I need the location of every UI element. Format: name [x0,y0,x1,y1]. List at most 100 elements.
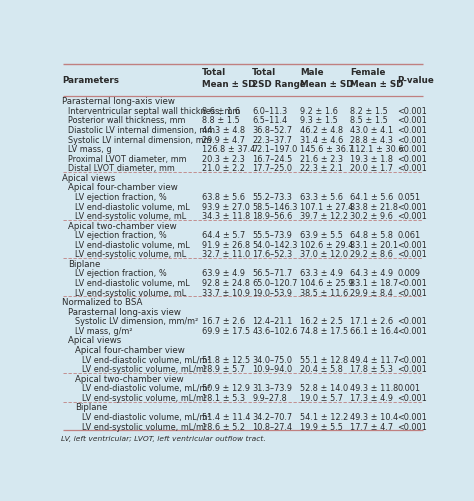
Text: <0.001: <0.001 [398,279,428,288]
Text: Male: Male [300,68,323,77]
Text: LV end-systolic volume, mL: LV end-systolic volume, mL [75,212,186,220]
Text: 29.2 ± 8.6: 29.2 ± 8.6 [350,250,392,259]
Text: 58.5–146.3: 58.5–146.3 [252,202,298,211]
Text: <0.001: <0.001 [398,355,428,364]
Text: 31.4 ± 4.6: 31.4 ± 4.6 [300,135,343,144]
Text: 72.1–197.0: 72.1–197.0 [252,145,297,154]
Text: 74.8 ± 17.5: 74.8 ± 17.5 [300,326,348,335]
Text: Mean ± SD: Mean ± SD [350,80,403,89]
Text: 34.0–75.0: 34.0–75.0 [252,355,292,364]
Text: LV mass, g/m²: LV mass, g/m² [75,326,133,335]
Text: <0.001: <0.001 [398,107,428,116]
Text: 49.3 ± 11.8: 49.3 ± 11.8 [350,383,398,392]
Text: Normalized to BSA: Normalized to BSA [62,298,142,307]
Text: 18.6 ± 5.2: 18.6 ± 5.2 [202,422,245,431]
Text: 29.9 ± 4.7: 29.9 ± 4.7 [202,135,245,144]
Text: 63.8 ± 5.6: 63.8 ± 5.6 [202,192,245,201]
Text: 49.4 ± 11.7: 49.4 ± 11.7 [350,355,398,364]
Text: LV end-systolic volume, mL/m²: LV end-systolic volume, mL/m² [82,422,207,431]
Text: 83.1 ± 20.1: 83.1 ± 20.1 [350,240,398,249]
Text: 6.5–11.4: 6.5–11.4 [252,116,287,125]
Text: <0.001: <0.001 [398,116,428,125]
Text: Total: Total [202,68,226,77]
Text: 38.5 ± 11.6: 38.5 ± 11.6 [300,288,348,297]
Text: Distal LVOT diameter, mm: Distal LVOT diameter, mm [68,164,175,173]
Text: 8.5 ± 1.5: 8.5 ± 1.5 [350,116,388,125]
Text: <0.001: <0.001 [398,135,428,144]
Text: Diastolic LV internal dimension, mm: Diastolic LV internal dimension, mm [68,126,216,135]
Text: 0.061: 0.061 [398,231,421,240]
Text: LV end-diastolic volume, mL: LV end-diastolic volume, mL [75,202,190,211]
Text: 55.1 ± 12.8: 55.1 ± 12.8 [300,355,348,364]
Text: 18.9 ± 5.7: 18.9 ± 5.7 [202,364,245,373]
Text: 12.4–21.1: 12.4–21.1 [252,317,292,326]
Text: 54.1 ± 12.2: 54.1 ± 12.2 [300,412,348,421]
Text: 33.7 ± 10.9: 33.7 ± 10.9 [202,288,250,297]
Text: <0.001: <0.001 [398,326,428,335]
Text: 50.9 ± 12.9: 50.9 ± 12.9 [202,383,250,392]
Text: 28.8 ± 4.3: 28.8 ± 4.3 [350,135,392,144]
Text: 93.9 ± 27.0: 93.9 ± 27.0 [202,202,250,211]
Text: 69.9 ± 17.5: 69.9 ± 17.5 [202,326,250,335]
Text: 6.0–11.3: 6.0–11.3 [252,107,287,116]
Text: 0.009: 0.009 [398,269,420,278]
Text: 64.3 ± 4.9: 64.3 ± 4.9 [350,269,393,278]
Text: LV, left ventricular; LVOT, left ventricular outflow tract.: LV, left ventricular; LVOT, left ventric… [61,435,266,441]
Text: 16.7–24.5: 16.7–24.5 [252,154,292,163]
Text: Apical views: Apical views [62,173,115,182]
Text: LV end-systolic volume, mL: LV end-systolic volume, mL [75,250,186,259]
Text: LV end-diastolic volume, mL/m²: LV end-diastolic volume, mL/m² [82,412,210,421]
Text: Apical views: Apical views [68,336,122,345]
Text: 55.5–73.9: 55.5–73.9 [252,231,292,240]
Text: <0.001: <0.001 [398,145,428,154]
Text: 30.2 ± 9.6: 30.2 ± 9.6 [350,212,392,220]
Text: LV end-diastolic volume, mL/m²: LV end-diastolic volume, mL/m² [82,383,210,392]
Text: 43.0 ± 4.1: 43.0 ± 4.1 [350,126,393,135]
Text: Posterior wall thickness, mm: Posterior wall thickness, mm [68,116,186,125]
Text: 32.7 ± 11.0: 32.7 ± 11.0 [202,250,250,259]
Text: 126.8 ± 37.4: 126.8 ± 37.4 [202,145,255,154]
Text: 9.9–27.8: 9.9–27.8 [252,393,287,402]
Text: 92.8 ± 24.8: 92.8 ± 24.8 [202,279,250,288]
Text: 17.7–25.0: 17.7–25.0 [252,164,292,173]
Text: Apical four-chamber view: Apical four-chamber view [68,183,178,192]
Text: 10.9–94.0: 10.9–94.0 [252,364,292,373]
Text: 31.3–73.9: 31.3–73.9 [252,383,292,392]
Text: Proximal LVOT diameter, mm: Proximal LVOT diameter, mm [68,154,187,163]
Text: 21.0 ± 2.2: 21.0 ± 2.2 [202,164,245,173]
Text: Parameters: Parameters [62,76,119,85]
Text: 29.9 ± 8.4: 29.9 ± 8.4 [350,288,392,297]
Text: 51.4 ± 11.4: 51.4 ± 11.4 [202,412,250,421]
Text: <0.001: <0.001 [398,317,428,326]
Text: 34.2–70.7: 34.2–70.7 [252,412,292,421]
Text: 17.6–52.3: 17.6–52.3 [252,250,292,259]
Text: 56.5–71.7: 56.5–71.7 [252,269,292,278]
Text: 19.9 ± 5.5: 19.9 ± 5.5 [300,422,343,431]
Text: Female: Female [350,68,385,77]
Text: 2SD Range: 2SD Range [252,80,306,89]
Text: Total: Total [252,68,276,77]
Text: Apical two-chamber view: Apical two-chamber view [75,374,183,383]
Text: Biplane: Biplane [75,403,108,411]
Text: 22.3–37.7: 22.3–37.7 [252,135,292,144]
Text: <0.001: <0.001 [398,288,428,297]
Text: LV ejection fraction, %: LV ejection fraction, % [75,231,167,240]
Text: Biplane: Biplane [68,260,101,269]
Text: 18.1 ± 5.3: 18.1 ± 5.3 [202,393,245,402]
Text: 63.9 ± 5.5: 63.9 ± 5.5 [300,231,343,240]
Text: 17.1 ± 2.6: 17.1 ± 2.6 [350,317,393,326]
Text: <0.001: <0.001 [398,250,428,259]
Text: 22.3 ± 2.1: 22.3 ± 2.1 [300,164,343,173]
Text: 64.8 ± 5.8: 64.8 ± 5.8 [350,231,393,240]
Text: Interventricular septal wall thickness, mm: Interventricular septal wall thickness, … [68,107,241,116]
Text: <0.001: <0.001 [398,202,428,211]
Text: LV ejection fraction, %: LV ejection fraction, % [75,192,167,201]
Text: 21.6 ± 2.3: 21.6 ± 2.3 [300,154,343,163]
Text: 51.8 ± 12.5: 51.8 ± 12.5 [202,355,250,364]
Text: 63.9 ± 4.9: 63.9 ± 4.9 [202,269,245,278]
Text: 0.001: 0.001 [398,383,421,392]
Text: Parasternal long-axis view: Parasternal long-axis view [62,97,175,106]
Text: 10.8–27.4: 10.8–27.4 [252,422,292,431]
Text: 8.2 ± 1.5: 8.2 ± 1.5 [350,107,388,116]
Text: <0.001: <0.001 [398,422,428,431]
